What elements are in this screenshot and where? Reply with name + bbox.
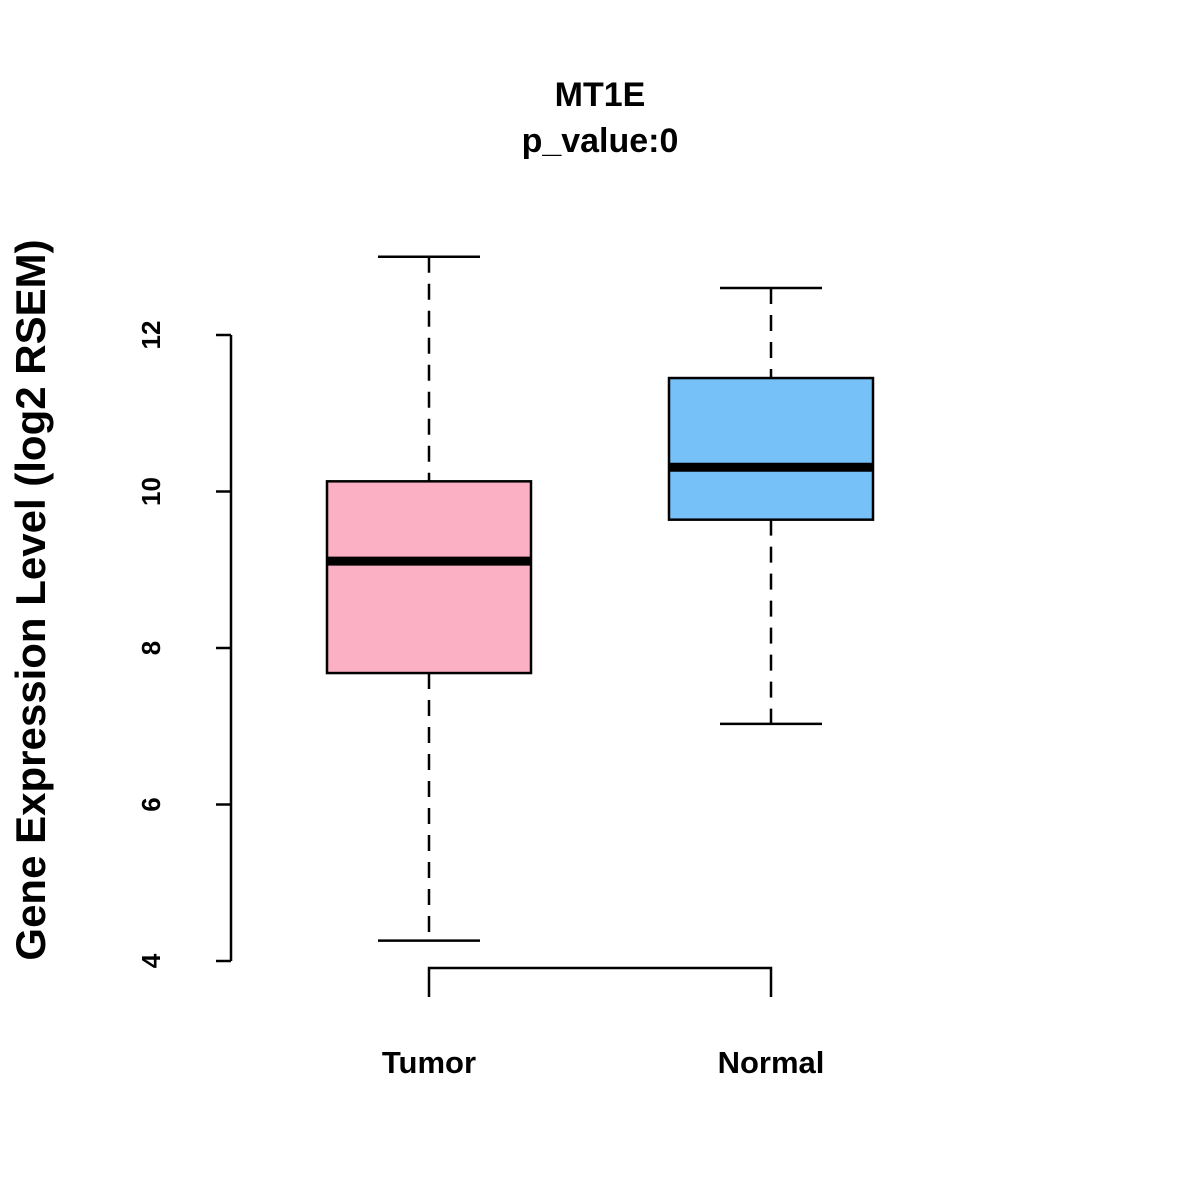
- y-tick-label: 10: [136, 477, 166, 506]
- boxes: [325, 255, 875, 997]
- y-axis: 4 6 8 10 12: [136, 321, 233, 968]
- x-tick-label: Normal: [718, 1045, 825, 1080]
- chart-title: MT1E: [555, 76, 646, 114]
- box-normal: [667, 286, 875, 726]
- x-axis-labels: Tumor Normal: [382, 1045, 824, 1080]
- y-tick-label: 6: [136, 797, 166, 811]
- box-iqr: [667, 376, 875, 521]
- box-iqr: [325, 480, 533, 675]
- comparison-bracket: [427, 966, 773, 997]
- y-tick-label: 12: [136, 321, 166, 350]
- y-tick-label: 4: [136, 953, 166, 968]
- chart-subtitle: p_value:0: [522, 122, 679, 160]
- y-axis-label: Gene Expression Level (log2 RSEM): [7, 239, 54, 960]
- y-tick-label: 8: [136, 641, 166, 655]
- box-tumor: [325, 255, 533, 942]
- x-tick-label: Tumor: [382, 1045, 476, 1080]
